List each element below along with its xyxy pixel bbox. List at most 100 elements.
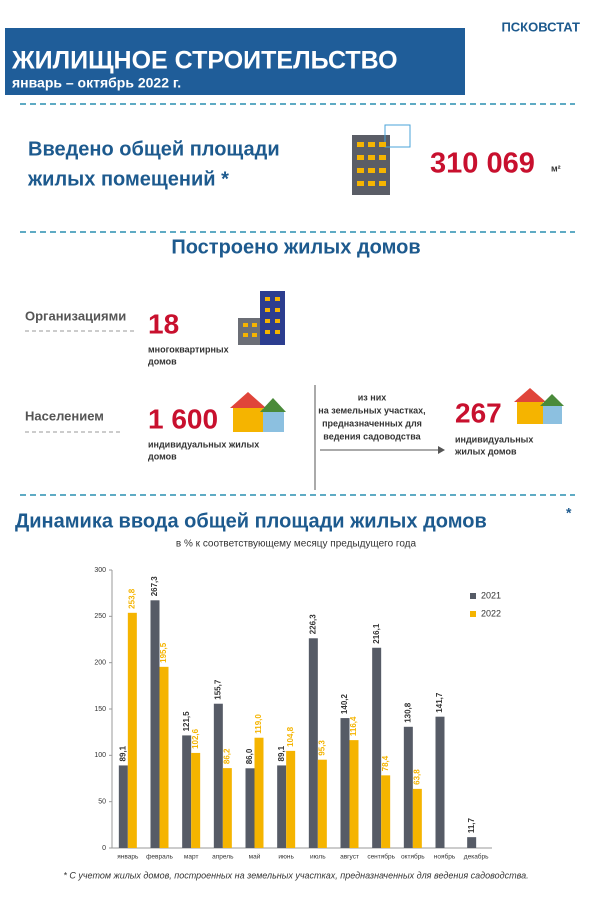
houses-icon xyxy=(514,388,564,424)
area-label: жилых помещений * xyxy=(27,168,229,190)
bar xyxy=(317,759,327,848)
bar xyxy=(182,735,192,848)
y-tick-label: 250 xyxy=(94,613,106,620)
x-tick-label: август xyxy=(340,854,359,861)
bar xyxy=(277,765,287,848)
bar xyxy=(127,612,137,848)
y-tick-label: 100 xyxy=(94,752,106,759)
value-label: 86,2 xyxy=(222,748,231,764)
org-desc: многоквартирных xyxy=(148,344,229,354)
bar xyxy=(403,726,413,848)
area-unit: м² xyxy=(551,163,561,173)
garden-note: ведения садоводства xyxy=(323,431,421,441)
built-title: Построено жилых домов xyxy=(171,236,420,258)
value-label: 253,8 xyxy=(127,588,136,609)
bar xyxy=(191,752,201,848)
bar xyxy=(245,768,255,848)
value-label: 267,3 xyxy=(150,576,159,597)
value-label: 63,8 xyxy=(412,769,421,785)
agency: ПСКОВСТАТ xyxy=(501,19,580,34)
plot: 0 50 100 150 200 250 300 январь 89,1 253,8 февраль… xyxy=(94,567,501,861)
value-label: 104,8 xyxy=(286,726,295,747)
value-label: 116,4 xyxy=(349,716,358,736)
value-label: 119,0 xyxy=(254,714,263,734)
x-tick-label: май xyxy=(249,853,261,861)
garden-desc: индивидуальных xyxy=(455,434,533,444)
value-label: 102,6 xyxy=(191,728,200,749)
apartment-icon xyxy=(238,291,285,345)
legend-swatch xyxy=(470,611,476,617)
y-tick-label: 0 xyxy=(102,845,106,852)
building-icon xyxy=(352,124,411,195)
value-label: 86,0 xyxy=(245,748,254,764)
garden-desc: жилых домов xyxy=(454,446,517,456)
bar xyxy=(308,638,318,848)
pop-label: Населением xyxy=(25,408,104,423)
x-tick-label: февраль xyxy=(146,854,173,861)
x-tick-label: июль xyxy=(310,854,326,861)
chart-subtitle: в % к соответствующему месяцу предыдущег… xyxy=(176,539,417,550)
garden-note: предназначенных для xyxy=(322,418,422,428)
chart-title: Динамика ввода общей площади жилых домов xyxy=(15,510,487,532)
y-tick-label: 300 xyxy=(94,567,106,574)
y-tick-label: 150 xyxy=(94,706,106,713)
bar xyxy=(467,837,477,848)
bar xyxy=(381,775,391,848)
area-value: 310 069 xyxy=(430,148,535,180)
bar xyxy=(118,765,128,848)
y-tick-label: 200 xyxy=(94,660,106,667)
pop-desc: домов xyxy=(148,451,177,461)
bar xyxy=(286,750,296,848)
value-label: 130,8 xyxy=(403,702,412,723)
value-label: 226,3 xyxy=(308,614,317,635)
bar xyxy=(254,737,264,848)
value-label: 11,7 xyxy=(467,817,476,833)
garden-value: 267 xyxy=(455,397,502,428)
x-tick-label: октябрь xyxy=(401,853,425,861)
x-tick-label: декабрь xyxy=(464,853,489,861)
pop-desc: индивидуальных жилых xyxy=(148,439,259,449)
value-label: 95,3 xyxy=(317,740,326,756)
org-label: Организациями xyxy=(25,308,126,323)
value-label: 195,5 xyxy=(159,642,168,663)
x-tick-label: ноябрь xyxy=(434,853,456,861)
bar xyxy=(340,718,350,848)
x-tick-label: январь xyxy=(117,854,139,861)
legend-label: 2021 xyxy=(481,590,501,600)
x-tick-label: март xyxy=(184,854,199,861)
garden-note: из них xyxy=(358,392,386,402)
bar xyxy=(372,647,382,848)
value-label: 89,1 xyxy=(118,745,127,761)
legend-swatch xyxy=(470,593,476,599)
pop-value: 1 600 xyxy=(148,403,218,434)
org-desc: домов xyxy=(148,356,177,366)
footnote: * С учетом жилых домов, построенных на з… xyxy=(63,870,528,880)
x-tick-label: июнь xyxy=(278,854,294,861)
area-label: Введено общей площади xyxy=(28,138,280,160)
bar xyxy=(435,716,445,848)
value-label: 216,1 xyxy=(372,623,381,644)
chart-title-note: * xyxy=(566,505,572,521)
value-label: 141,7 xyxy=(435,692,444,713)
bar xyxy=(222,768,232,848)
value-label: 140,2 xyxy=(340,694,349,715)
header-subtitle: январь – октябрь 2022 г. xyxy=(12,75,181,91)
value-label: 78,4 xyxy=(381,755,390,771)
x-tick-label: сентябрь xyxy=(367,853,395,861)
value-label: 121,5 xyxy=(182,711,191,732)
value-label: 155,7 xyxy=(213,679,222,700)
bar xyxy=(412,788,422,848)
legend-label: 2022 xyxy=(481,608,501,618)
garden-note: на земельных участках, xyxy=(318,405,425,415)
header-box xyxy=(5,28,465,95)
bar xyxy=(159,666,169,848)
bar xyxy=(150,600,160,848)
bar xyxy=(213,703,223,848)
value-label: 89,1 xyxy=(277,745,286,761)
header-title: ЖИЛИЩНОЕ СТРОИТЕЛЬСТВО xyxy=(11,47,398,75)
y-tick-label: 50 xyxy=(98,799,106,806)
x-tick-label: апрель xyxy=(212,854,234,861)
arrow-head xyxy=(438,446,445,454)
org-value: 18 xyxy=(148,308,179,339)
